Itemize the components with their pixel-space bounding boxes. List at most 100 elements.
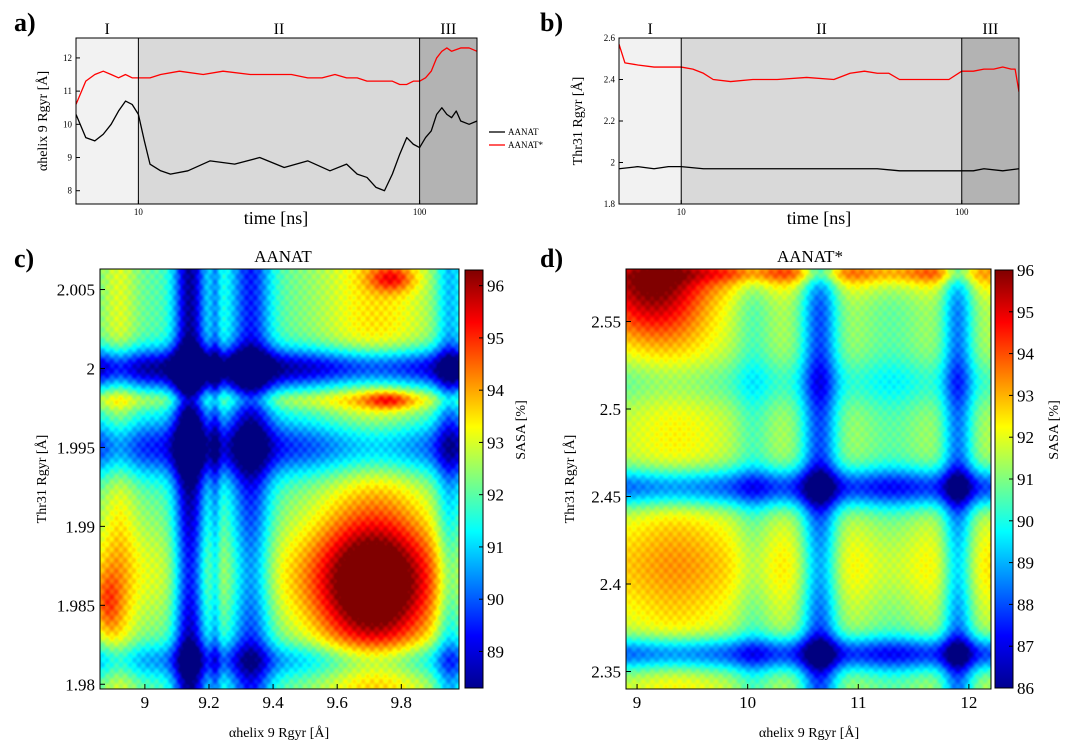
legend-label-aanat: AANAT: [508, 127, 539, 137]
colorbar-tick-label: 87: [1017, 637, 1035, 656]
x-tick-label: 10: [677, 207, 687, 217]
y-tick-label: 1.99: [65, 517, 95, 536]
x-tick-label: 10: [134, 207, 144, 217]
colorbar-tick-label: 89: [487, 642, 504, 661]
x-tick-label: 10: [739, 693, 756, 712]
x-tick-label: 9: [141, 693, 150, 712]
colorbar-tick-label: 96: [487, 277, 504, 296]
y-tick-label: 2.6: [604, 33, 616, 43]
plot-frame-a: [75, 37, 478, 205]
y-tick-label: 2.45: [591, 488, 621, 507]
colorbar-label-c: SASA [%]: [514, 400, 529, 460]
series-line-aanat: [76, 100, 477, 192]
colorbar-ticks-d: 86 87 88 89 90 91 92 93 94 95 96: [1009, 261, 1035, 698]
x-tick-label: 9.2: [198, 693, 219, 712]
x-tick-label: 100: [955, 207, 969, 217]
colorbar-tick-label: 93: [487, 433, 504, 452]
colorbar-tick-label: 88: [1017, 595, 1034, 614]
region-1: [76, 38, 139, 204]
heatmap-c: AANAT 9 9.2 9.4 9.6 9.8 1.98 1.985 1.99 1.995 2 2…: [34, 247, 529, 741]
region-2: [138, 38, 420, 204]
region-3: [419, 38, 477, 204]
y-tick-label: 2.5: [600, 400, 621, 419]
colorbar-tick-label: 93: [1017, 386, 1034, 405]
panel-letter-b: b): [540, 8, 563, 37]
x-tick-label: 100: [413, 207, 427, 217]
y-tick-label: 1.98: [65, 675, 95, 694]
colorbar-tick-label: 90: [1017, 512, 1034, 531]
y-axis-label-b: Thr31 Rgyr [Å]: [570, 77, 586, 166]
y-tick-label: 2: [87, 359, 96, 378]
x-tick-label: 11: [850, 693, 866, 712]
heatmap-canvas-c: [100, 269, 459, 689]
colorbar-tick-label: 86: [1017, 679, 1034, 698]
region-labels-a: I II III: [105, 21, 456, 204]
x-tick-label: 12: [960, 693, 977, 712]
heatmap-d: AANAT* 9 10 11 12 2.35 2.4 2.45 2.5 2.55 αhelix…: [562, 247, 1062, 741]
y-tick-label: 2.55: [591, 313, 621, 332]
y-tick-label: 9: [68, 153, 73, 163]
heatmap-canvas-d: [626, 269, 991, 689]
legend-label-aanat-star: AANAT*: [508, 140, 543, 150]
y-axis-label-d: Thr31 Rgyr [Å]: [562, 435, 578, 524]
x-tick-label: 9.4: [262, 693, 284, 712]
y-tick-label: 10: [63, 119, 73, 129]
colorbar-tick-label: 89: [1017, 554, 1034, 573]
series-line-aanat-star: [619, 44, 1019, 93]
x-tick-label: 9: [633, 693, 642, 712]
x-ticks-a: 10 100: [134, 200, 427, 217]
line-chart-b: I II III 10 100 1.822.22.42.6 time [ns] Thr…: [570, 21, 1020, 228]
region-label: I: [105, 21, 110, 38]
y-tick-label: 2.4: [600, 575, 622, 594]
colorbar-tick-label: 95: [487, 329, 504, 348]
colorbar-label-d: SASA [%]: [1047, 400, 1062, 460]
y-ticks-b: 1.8 2 2.2 2.4 2.6: [604, 33, 623, 209]
colorbar-tick-label: 90: [487, 590, 504, 609]
region-2: [681, 38, 962, 204]
region-shading-b: [619, 38, 1019, 204]
x-ticks-b: 10 100: [677, 200, 969, 217]
region-labels-b: I II III: [647, 21, 998, 204]
region-label: II: [816, 21, 827, 38]
x-tick-label: 9.8: [391, 693, 412, 712]
x-axis-label-c: αhelix 9 Rgyr [Å]: [229, 725, 329, 741]
x-axis-label-d: αhelix 9 Rgyr [Å]: [759, 725, 859, 741]
region-label: III: [440, 21, 456, 38]
series-lines-b: [619, 44, 1019, 172]
heatmap-frame-d: [625, 268, 992, 690]
region-3: [961, 38, 1019, 204]
series-lines-a: [76, 47, 477, 192]
x-tick-label: 9.6: [327, 693, 348, 712]
y-tick-label: 2.005: [57, 281, 95, 300]
panel-letter-a: a): [14, 8, 36, 37]
panel-letter-d: d): [540, 244, 563, 273]
heatmap-frame-c: [99, 268, 460, 690]
y-axis-label-a: αhelix 9 Rgyr [Å]: [35, 71, 51, 171]
y-tick-label: 1.8: [604, 199, 616, 209]
x-axis-label-a: time [ns]: [244, 208, 309, 228]
y-ticks-c: 1.98 1.985 1.99 1.995 2 2.005: [57, 281, 105, 694]
region-label: III: [982, 21, 998, 38]
series-line-aanat: [619, 166, 1019, 172]
colorbar-tick-label: 91: [1017, 470, 1034, 489]
y-ticks-a: 8 9 10 11 12: [63, 53, 80, 196]
x-ticks-c: 9 9.2 9.4 9.6 9.8: [141, 684, 412, 712]
y-ticks-d: 2.35 2.4 2.45 2.5 2.55: [591, 313, 631, 682]
y-tick-label: 2.4: [604, 75, 616, 85]
region-label: I: [647, 21, 652, 38]
colorbar-tick-label: 95: [1017, 303, 1034, 322]
panel-letter-c: c): [14, 244, 34, 273]
y-tick-label: 8: [68, 186, 73, 196]
colorbar-ticks-c: 89 90 91 92 93 94 95 96: [479, 277, 505, 661]
colorbar-c: [464, 269, 484, 689]
region-shading-a: [76, 38, 477, 204]
series-line-aanat-star: [76, 47, 477, 105]
colorbar-tick-label: 94: [487, 381, 505, 400]
y-tick-label: 2.35: [591, 663, 621, 682]
colorbar-tick-label: 92: [1017, 428, 1034, 447]
y-tick-label: 1.985: [57, 596, 95, 615]
legend-a: AANAT AANAT*: [489, 127, 543, 150]
colorbar-tick-label: 92: [487, 486, 504, 505]
